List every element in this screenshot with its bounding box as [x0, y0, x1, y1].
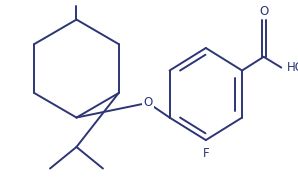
Text: F: F [203, 147, 209, 160]
Text: O: O [143, 96, 153, 109]
Text: HO: HO [287, 61, 298, 74]
Text: O: O [259, 5, 268, 18]
